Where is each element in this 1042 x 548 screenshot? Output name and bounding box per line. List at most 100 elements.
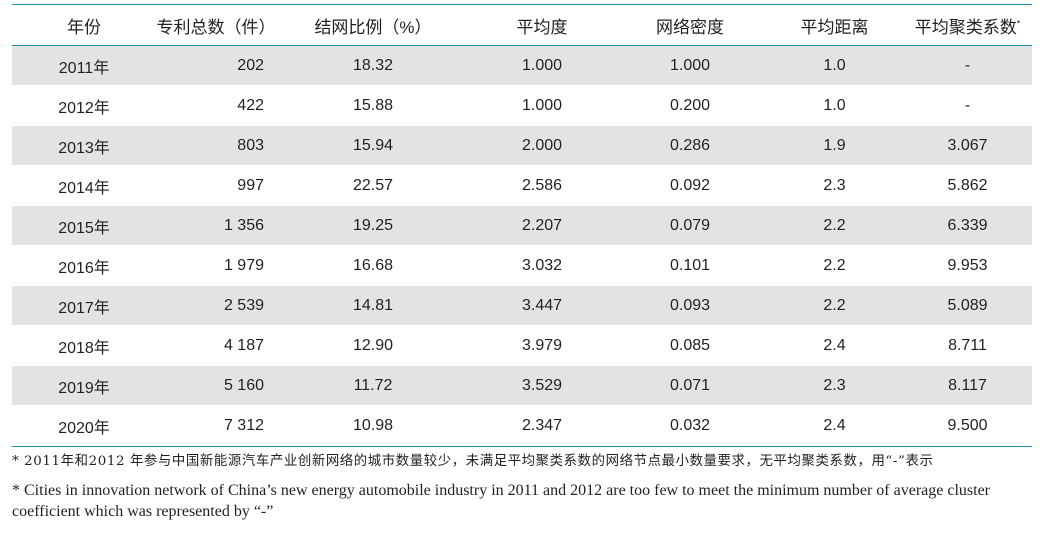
cell-network-density: 0.079	[669, 216, 711, 234]
cell-clustering-coefficient: 5.862	[947, 176, 988, 194]
cell-network-ratio: 18.32	[352, 56, 394, 74]
cell-average-distance: 2.4	[823, 416, 846, 434]
header-network-ratio-label: 结网比例（%）	[314, 17, 432, 37]
header-patents-label: 专利总数（件）	[156, 17, 276, 37]
table-row: 2015年 1 356 19.25 2.207 0.079 2.2 6.339	[12, 206, 1032, 246]
cell-patents: 997	[237, 176, 264, 194]
cell-average-distance: 2.4	[823, 336, 846, 354]
cell-average-degree: 2.586	[521, 176, 563, 194]
cell-average-degree: 3.979	[521, 336, 563, 354]
cell-clustering-coefficient: 5.089	[947, 296, 988, 314]
cell-patents: 1 979	[223, 256, 264, 274]
cell-average-distance: 2.3	[823, 376, 846, 394]
cell-clustering-coefficient: 3.067	[947, 136, 988, 154]
cell-year: 2012年	[58, 99, 110, 117]
cell-network-density: 0.032	[669, 416, 711, 434]
header-network-ratio: 结网比例（%）	[276, 13, 470, 38]
cell-year: 2020年	[58, 419, 110, 437]
cell-network-ratio: 15.94	[352, 136, 394, 154]
cell-network-density: 0.093	[669, 296, 711, 314]
cell-patents: 4 187	[223, 336, 264, 354]
header-network-density: 网络密度	[614, 13, 766, 38]
table-row: 2016年 1 979 16.68 3.032 0.101 2.2 9.953	[12, 246, 1032, 286]
footnote-marker: *	[1016, 17, 1021, 28]
cell-network-density: 0.101	[669, 256, 711, 274]
cell-network-density: 0.071	[669, 376, 711, 394]
cell-year: 2015年	[58, 219, 110, 237]
cell-average-degree: 3.032	[521, 256, 563, 274]
table-row: 2018年 4 187 12.90 3.979 0.085 2.4 8.711	[12, 326, 1032, 366]
footnotes: * 2011年和2012 年参与中国新能源汽车产业创新网络的城市数量较少，未满足…	[12, 452, 1036, 522]
cell-network-ratio: 14.81	[352, 296, 394, 314]
cell-patents: 422	[237, 96, 264, 114]
cell-patents: 2 539	[223, 296, 264, 314]
table-row: 2020年 7 312 10.98 2.347 0.032 2.4 9.500	[12, 406, 1032, 446]
header-clustering-coefficient-label: 平均聚类系数	[914, 17, 1017, 37]
cell-year: 2014年	[58, 179, 110, 197]
table-top-rule	[12, 4, 1032, 5]
cell-average-degree: 1.000	[521, 56, 563, 74]
cell-network-density: 0.092	[669, 176, 711, 194]
cell-average-distance: 1.0	[823, 56, 846, 74]
cell-average-distance: 2.2	[823, 216, 846, 234]
cell-average-distance: 2.3	[823, 176, 846, 194]
cell-patents: 5 160	[223, 376, 264, 394]
cell-network-ratio: 22.57	[352, 176, 394, 194]
table-row: 2017年 2 539 14.81 3.447 0.093 2.2 5.089	[12, 286, 1032, 326]
table-row: 2014年 997 22.57 2.586 0.092 2.3 5.862	[12, 166, 1032, 206]
cell-year: 2016年	[58, 259, 110, 277]
header-network-density-label: 网络密度	[656, 17, 724, 37]
cell-network-density: 0.200	[669, 96, 711, 114]
cell-average-degree: 1.000	[521, 96, 563, 114]
cell-average-distance: 2.2	[823, 256, 846, 274]
cell-network-ratio: 12.90	[352, 336, 394, 354]
cell-average-degree: 3.529	[521, 376, 563, 394]
header-average-distance-label: 平均距离	[800, 17, 869, 37]
cell-patents: 202	[237, 56, 264, 74]
footnote-english: * Cities in innovation network of China’…	[12, 482, 991, 520]
cell-network-ratio: 15.88	[352, 96, 394, 114]
cell-network-density: 0.085	[669, 336, 711, 354]
cell-clustering-coefficient: 6.339	[947, 216, 988, 234]
cell-patents: 1 356	[223, 216, 264, 234]
table-row: 2013年 803 15.94 2.000 0.286 1.9 3.067	[12, 126, 1032, 166]
cell-clustering-coefficient: 9.500	[947, 416, 988, 434]
header-year: 年份	[12, 13, 156, 38]
header-patents: 专利总数（件）	[156, 13, 276, 38]
cell-network-density: 1.000	[669, 56, 711, 74]
table-header-row: 年份 专利总数（件） 结网比例（%） 平均度 网络密度 平均距离 平均聚类系数*	[12, 5, 1032, 46]
table-row: 2011年 202 18.32 1.000 1.000 1.0 -	[12, 46, 1032, 86]
cell-network-density: 0.286	[669, 136, 711, 154]
cell-network-ratio: 10.98	[352, 416, 394, 434]
cell-clustering-coefficient: 9.953	[947, 256, 988, 274]
cell-network-ratio: 19.25	[352, 216, 394, 234]
header-average-degree-label: 平均度	[516, 17, 568, 37]
cell-clustering-coefficient: -	[964, 56, 971, 74]
table-row: 2012年 422 15.88 1.000 0.200 1.0 -	[12, 86, 1032, 126]
header-average-degree: 平均度	[470, 13, 614, 38]
cell-year: 2018年	[58, 339, 110, 357]
cell-clustering-coefficient: 8.711	[948, 336, 987, 354]
data-table: 年份 专利总数（件） 结网比例（%） 平均度 网络密度 平均距离 平均聚类系数*…	[12, 4, 1032, 447]
cell-year: 2011年	[58, 59, 110, 77]
cell-year: 2019年	[58, 379, 110, 397]
cell-network-ratio: 11.72	[353, 376, 393, 394]
cell-average-degree: 2.000	[521, 136, 563, 154]
cell-average-distance: 1.9	[823, 136, 846, 154]
cell-average-degree: 2.347	[521, 416, 563, 434]
cell-average-degree: 2.207	[521, 216, 563, 234]
table-body: 2011年 202 18.32 1.000 1.000 1.0 - 2012年 422 15.88…	[12, 46, 1032, 446]
cell-average-degree: 3.447	[521, 296, 563, 314]
table-bottom-rule	[12, 446, 1032, 447]
header-year-label: 年份	[67, 17, 101, 37]
cell-patents: 7 312	[223, 416, 264, 434]
cell-year: 2017年	[58, 299, 110, 317]
cell-patents: 803	[237, 136, 264, 154]
cell-average-distance: 1.0	[823, 96, 846, 114]
cell-average-distance: 2.2	[823, 296, 846, 314]
cell-network-ratio: 16.68	[352, 256, 394, 274]
header-clustering-coefficient: 平均聚类系数*	[903, 13, 1032, 38]
footnote-chinese: * 2011年和2012 年参与中国新能源汽车产业创新网络的城市数量较少，未满足…	[12, 454, 934, 469]
cell-year: 2013年	[58, 139, 110, 157]
cell-clustering-coefficient: -	[964, 96, 971, 114]
